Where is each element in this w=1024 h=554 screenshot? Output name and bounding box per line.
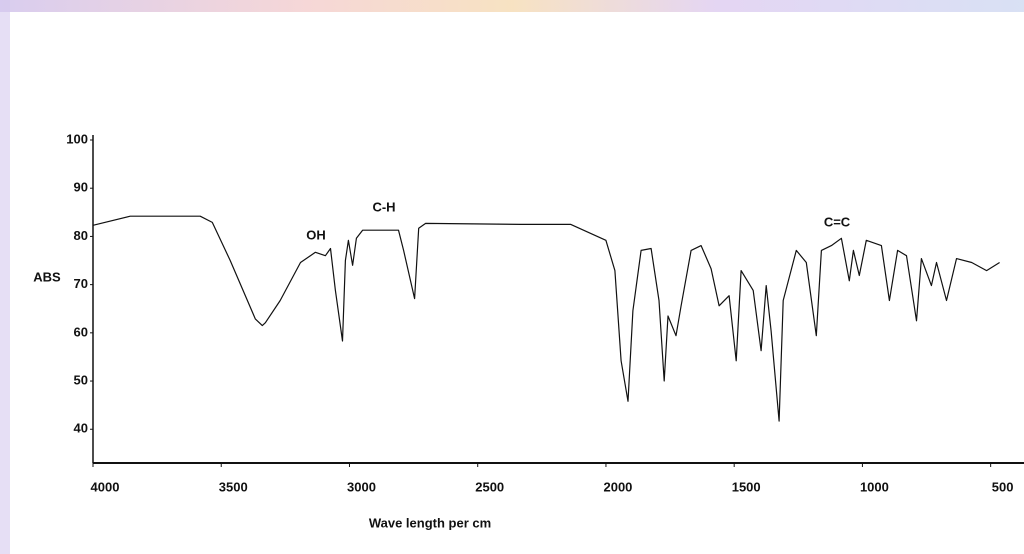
- x-tick-label: 4000: [91, 479, 120, 494]
- x-tick-label: 2000: [603, 479, 632, 494]
- spectrum-line: [92, 215, 1000, 422]
- background-band: [0, 0, 1024, 12]
- x-tick-label: 1000: [860, 479, 889, 494]
- annotation: C=C: [824, 214, 851, 229]
- x-tick-label: 500: [992, 479, 1014, 494]
- annotation: OH: [306, 227, 326, 242]
- x-axis-label: Wave length per cm: [369, 515, 491, 530]
- background-edge: [0, 0, 10, 554]
- y-tick-label: 40: [74, 421, 88, 436]
- x-tick-label: 3000: [347, 479, 376, 494]
- y-axis-label: ABS: [33, 269, 61, 284]
- y-tick-label: 70: [74, 276, 88, 291]
- x-tick-label: 3500: [219, 479, 248, 494]
- y-tick-label: 100: [66, 131, 88, 146]
- y-tick-label: 50: [74, 372, 88, 387]
- x-tick-label: 1500: [732, 479, 761, 494]
- x-tick-label: 2500: [475, 479, 504, 494]
- y-tick-label: 80: [74, 228, 88, 243]
- y-tick-label: 60: [74, 324, 88, 339]
- annotation: C-H: [372, 199, 395, 214]
- y-tick-label: 90: [74, 180, 88, 195]
